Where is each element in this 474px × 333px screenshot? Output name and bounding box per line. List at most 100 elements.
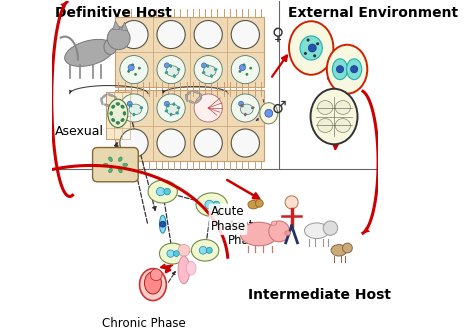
Ellipse shape (327, 45, 367, 94)
Circle shape (201, 63, 207, 68)
Ellipse shape (157, 94, 185, 122)
Circle shape (134, 73, 137, 76)
Ellipse shape (231, 56, 259, 84)
Circle shape (128, 64, 134, 71)
Circle shape (206, 247, 212, 253)
Text: Intermediate Host: Intermediate Host (247, 288, 391, 302)
Circle shape (138, 67, 141, 70)
Ellipse shape (207, 64, 209, 68)
Ellipse shape (240, 222, 278, 246)
Ellipse shape (108, 94, 115, 97)
Ellipse shape (248, 200, 259, 209)
Circle shape (285, 196, 298, 209)
Ellipse shape (176, 112, 179, 114)
Ellipse shape (102, 94, 107, 98)
Ellipse shape (115, 96, 117, 102)
Ellipse shape (109, 157, 112, 162)
Circle shape (307, 38, 310, 42)
Circle shape (164, 63, 169, 68)
Circle shape (246, 73, 248, 76)
FancyBboxPatch shape (106, 92, 130, 140)
Circle shape (160, 221, 165, 227)
Ellipse shape (118, 157, 122, 162)
Ellipse shape (111, 105, 115, 108)
Ellipse shape (241, 105, 244, 107)
Circle shape (337, 66, 344, 73)
Ellipse shape (202, 72, 205, 74)
Ellipse shape (300, 36, 322, 60)
Ellipse shape (189, 101, 194, 103)
Circle shape (243, 63, 246, 66)
Ellipse shape (110, 112, 113, 115)
Circle shape (178, 244, 190, 256)
Ellipse shape (289, 21, 333, 75)
Ellipse shape (159, 243, 185, 264)
Ellipse shape (318, 101, 333, 115)
Ellipse shape (186, 261, 196, 275)
Text: ♂: ♂ (272, 99, 287, 117)
Ellipse shape (120, 129, 148, 157)
Ellipse shape (148, 180, 177, 203)
Polygon shape (113, 21, 120, 29)
Ellipse shape (64, 39, 114, 66)
Text: Acute
Phase: Acute Phase (210, 205, 246, 233)
Ellipse shape (346, 59, 362, 80)
Ellipse shape (100, 98, 103, 105)
Circle shape (308, 44, 316, 52)
Text: External Environment: External Environment (288, 6, 458, 20)
Ellipse shape (177, 68, 180, 71)
Ellipse shape (194, 94, 222, 122)
FancyBboxPatch shape (115, 17, 264, 87)
Ellipse shape (165, 110, 168, 112)
Ellipse shape (331, 245, 347, 256)
Ellipse shape (108, 99, 128, 128)
Text: Definitive Host: Definitive Host (55, 6, 172, 20)
Ellipse shape (185, 94, 188, 102)
Circle shape (131, 63, 134, 66)
Ellipse shape (159, 215, 166, 233)
Circle shape (238, 70, 241, 73)
Ellipse shape (120, 94, 148, 122)
Circle shape (150, 269, 162, 281)
Ellipse shape (304, 223, 329, 238)
Ellipse shape (121, 105, 124, 108)
Text: Asexual: Asexual (55, 125, 104, 138)
Ellipse shape (129, 104, 142, 115)
Circle shape (323, 221, 337, 235)
Ellipse shape (318, 119, 333, 133)
Ellipse shape (123, 163, 128, 166)
Ellipse shape (251, 107, 255, 109)
Circle shape (164, 101, 169, 106)
Ellipse shape (157, 21, 185, 49)
Ellipse shape (166, 104, 179, 115)
Text: Chronic Phase: Chronic Phase (102, 317, 186, 330)
Circle shape (127, 101, 132, 106)
Circle shape (255, 199, 263, 207)
Ellipse shape (196, 193, 228, 216)
Ellipse shape (123, 112, 126, 115)
Ellipse shape (332, 59, 347, 80)
Ellipse shape (139, 269, 166, 301)
Ellipse shape (191, 239, 219, 261)
Ellipse shape (111, 118, 115, 122)
Ellipse shape (335, 101, 350, 115)
Ellipse shape (231, 129, 259, 157)
Ellipse shape (165, 72, 168, 74)
Circle shape (164, 188, 170, 195)
Circle shape (167, 250, 174, 257)
Ellipse shape (121, 118, 124, 122)
Ellipse shape (214, 68, 217, 71)
Ellipse shape (116, 103, 120, 105)
Text: ♀: ♀ (272, 26, 284, 44)
Ellipse shape (194, 56, 222, 84)
Ellipse shape (145, 272, 162, 294)
Circle shape (238, 101, 244, 106)
Ellipse shape (200, 93, 202, 99)
Ellipse shape (129, 105, 132, 107)
Ellipse shape (187, 91, 191, 95)
Ellipse shape (109, 168, 112, 173)
Ellipse shape (170, 64, 172, 68)
Ellipse shape (231, 21, 259, 49)
Circle shape (313, 54, 316, 57)
Ellipse shape (103, 163, 108, 166)
